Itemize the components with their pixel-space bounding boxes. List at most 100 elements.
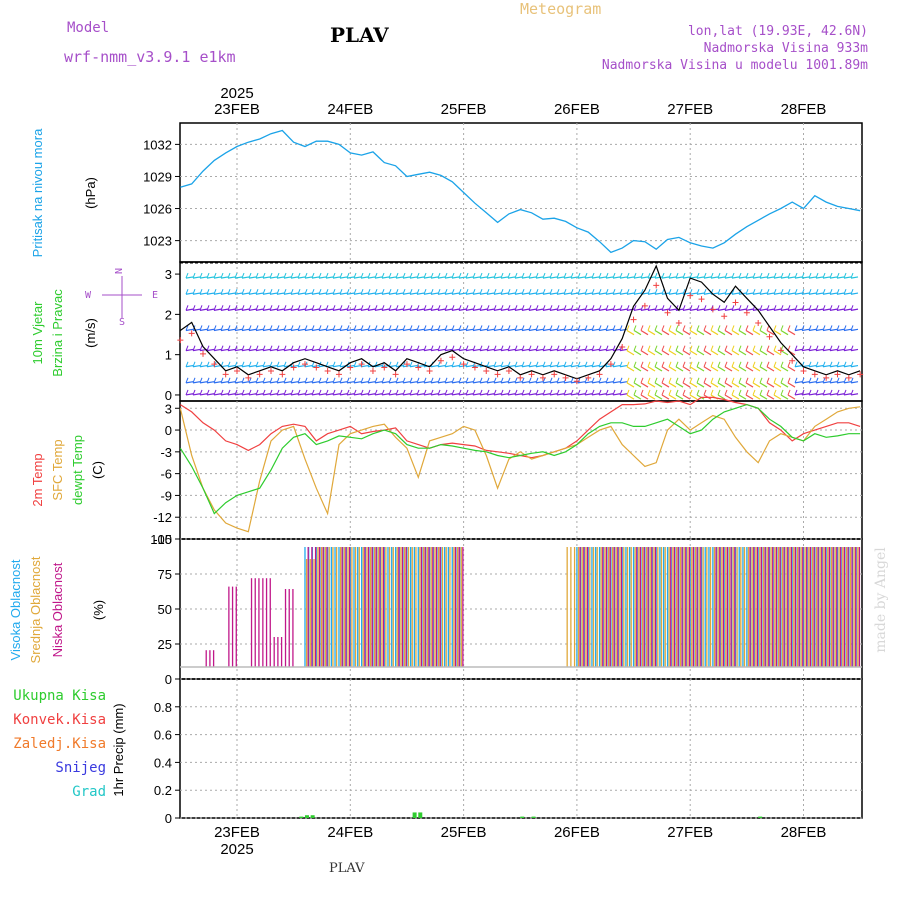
- wind-barb-tick: [528, 305, 532, 311]
- wind-barb-tick: [766, 272, 770, 279]
- pressure-title: Pritisak na nivou mora: [30, 128, 45, 257]
- wind-barb: [507, 292, 516, 295]
- wind-barb-tick: [640, 289, 644, 295]
- elevation-label: Nadmorska Visina 933m: [703, 41, 868, 56]
- wind-barb-tick: [423, 389, 427, 396]
- wind-barb: [591, 308, 600, 311]
- wind-barb: [535, 328, 544, 332]
- wind-barb: [528, 348, 537, 352]
- wind-barb-tick: [612, 289, 616, 295]
- wind-barb: [815, 364, 824, 368]
- wind-barb: [423, 292, 432, 295]
- precip-bar: [758, 816, 763, 818]
- wind-barb-tick: [381, 325, 385, 331]
- wind-barb: [353, 364, 362, 368]
- wind-barb: [584, 381, 593, 384]
- wind-barb: [486, 292, 495, 295]
- wind-barb-tick: [549, 272, 553, 279]
- precip-bar: [418, 812, 423, 818]
- wind-barb: [759, 308, 768, 311]
- wind-barb: [598, 381, 607, 384]
- wind-barb-tick: [458, 389, 462, 396]
- wind-barb-tick: [801, 272, 805, 279]
- wind-barb: [773, 350, 782, 356]
- wind-barb: [339, 308, 348, 311]
- wind-barb-tick: [318, 289, 322, 295]
- wind-barb-tick: [843, 305, 847, 311]
- wind-barb-tick: [353, 272, 357, 279]
- wind-barb-tick: [276, 289, 280, 295]
- wind-barb-tick: [206, 272, 210, 279]
- wind-barb: [766, 350, 775, 356]
- wind-barb-tick: [794, 345, 798, 351]
- wind-barb: [696, 394, 705, 400]
- wind-barb-tick: [745, 289, 749, 295]
- wind-barb: [234, 328, 243, 332]
- wind-barb: [465, 308, 474, 311]
- wind-barb: [710, 276, 719, 279]
- wind-gust-marker: [256, 371, 263, 378]
- wind-barb: [409, 308, 418, 311]
- wind-barb-tick: [304, 305, 308, 311]
- wind-barb: [304, 308, 313, 311]
- wind-barb: [521, 276, 530, 279]
- wind-barb-tick: [262, 272, 266, 279]
- wind-barb-tick: [325, 345, 329, 351]
- wind-barb-tick: [829, 389, 833, 396]
- wind-barb-tick: [465, 289, 469, 295]
- wind-barb: [675, 382, 684, 388]
- wind-barb-tick: [248, 345, 252, 351]
- wind-barb-tick: [535, 325, 539, 331]
- wind-barb: [556, 276, 565, 279]
- wind-barb: [199, 308, 208, 311]
- wind-barb: [346, 276, 355, 279]
- wind-barb: [598, 276, 607, 279]
- wind-barb: [808, 393, 817, 396]
- wind-barb: [626, 394, 635, 400]
- wind-barb: [787, 292, 796, 295]
- wind-barb-tick: [787, 325, 791, 331]
- wind-barb-tick: [430, 389, 434, 396]
- wind-barb: [703, 292, 712, 295]
- wind-barb-tick: [332, 345, 336, 351]
- wind-barb: [199, 393, 208, 396]
- wind-barb-tick: [325, 377, 329, 384]
- wind-barb-tick: [605, 377, 609, 384]
- wind-barb-tick: [409, 289, 413, 295]
- wind-barb-tick: [388, 345, 392, 351]
- wind-barb-tick: [451, 305, 455, 311]
- wind-barb-tick: [479, 377, 483, 384]
- wind-gust-marker: [415, 364, 422, 371]
- wind-barb-tick: [283, 325, 287, 331]
- wind-barb-tick: [297, 272, 301, 279]
- wind-barb: [563, 328, 572, 332]
- wind-barb-tick: [318, 345, 322, 351]
- wind-barb-tick: [619, 389, 623, 396]
- wind-barb: [220, 348, 229, 352]
- wind-barb: [808, 348, 817, 352]
- wind-barb: [766, 382, 775, 388]
- wind-barb: [549, 308, 558, 311]
- wind-barb: [528, 381, 537, 384]
- wind-barb: [192, 364, 201, 368]
- wind-barb-tick: [724, 345, 728, 351]
- panel-frame-precip: [179, 678, 863, 819]
- wind-barb-tick: [731, 325, 735, 331]
- bottom-date-label: 24FEB: [327, 824, 373, 841]
- wind-barb: [577, 348, 586, 352]
- wind-barb-tick: [507, 305, 511, 311]
- wind-barb: [444, 308, 453, 311]
- wind-barb-tick: [227, 289, 231, 295]
- wind-barb: [332, 328, 341, 332]
- wind-barb-tick: [451, 272, 455, 279]
- station-title: PLAV: [330, 23, 389, 47]
- wind-gust-marker: [245, 374, 252, 381]
- y-tick-label: 3: [165, 401, 172, 416]
- wind-barb: [409, 292, 418, 295]
- wind-barb-tick: [612, 272, 616, 279]
- wind-barb-tick: [570, 272, 574, 279]
- wind-barb: [234, 292, 243, 295]
- precip-legend-item: Konvek.Kisa: [13, 712, 106, 728]
- wind-barb-tick: [577, 289, 581, 295]
